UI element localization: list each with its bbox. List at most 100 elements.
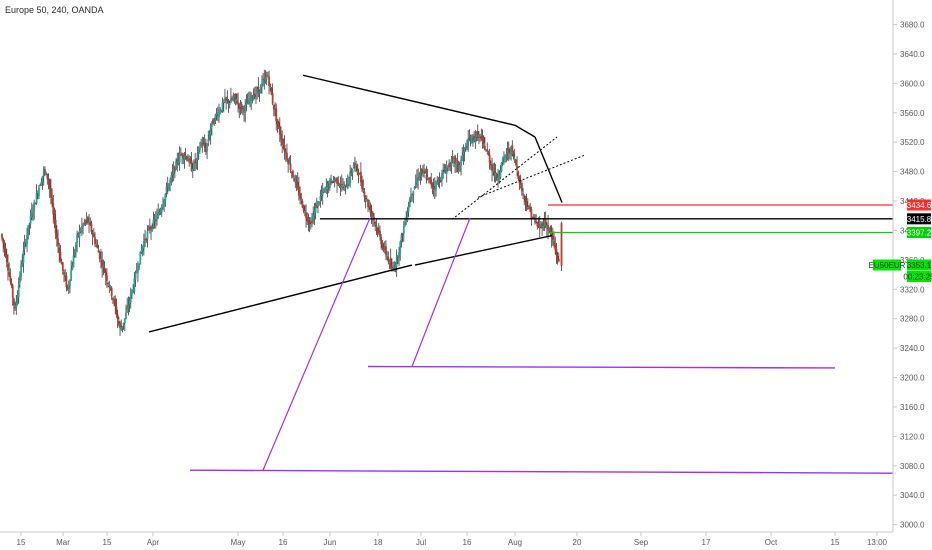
candle-body [148, 226, 151, 231]
candle-body [506, 149, 509, 153]
candle-body [336, 177, 338, 184]
candle-body [135, 271, 138, 273]
countdown-tag-bg [907, 271, 931, 283]
candle-body [394, 265, 397, 270]
candle-body [503, 156, 505, 159]
candle-body [213, 122, 216, 124]
candle-body [109, 286, 112, 288]
candle-body [147, 227, 150, 230]
candle-body [18, 275, 21, 283]
upper-trendline [302, 74, 516, 126]
candle-body [106, 275, 108, 281]
candle-body [405, 219, 408, 221]
candle-body [196, 152, 199, 161]
candle-body [464, 145, 467, 149]
candle-body [176, 159, 179, 163]
candle-body [482, 137, 485, 144]
x-tick-label: 17 [702, 538, 711, 547]
candle-body [313, 211, 316, 216]
candle-body [10, 283, 13, 286]
candle-body [170, 175, 173, 179]
candle-body [102, 265, 105, 267]
candle-body [123, 318, 126, 324]
candle-body [208, 134, 211, 139]
candle-body [104, 271, 107, 276]
candle-body [80, 225, 83, 229]
candle-body [274, 110, 276, 112]
candle-body [264, 77, 267, 82]
candle-body [401, 234, 404, 236]
candle-body [33, 201, 36, 212]
candle-body [240, 104, 243, 110]
candle-body [218, 110, 220, 118]
candle-body [263, 79, 266, 81]
candle-body [447, 165, 449, 168]
candle-body [315, 205, 318, 209]
candle-body [383, 246, 386, 248]
candle-body [195, 159, 198, 162]
candle-body [181, 153, 183, 156]
candle-body [498, 175, 501, 180]
candle-body [28, 223, 31, 225]
candle-body [375, 224, 378, 227]
candle-body [543, 219, 546, 227]
candle-body [381, 243, 384, 248]
candle-body [455, 162, 458, 165]
candle-body [122, 322, 125, 325]
dotted-trendline [477, 154, 585, 198]
candle-body [92, 233, 95, 237]
candle-body [410, 195, 412, 199]
level-tag-bg [907, 199, 931, 211]
candle-body [444, 172, 447, 174]
candle-body [358, 173, 361, 175]
candle-body [507, 148, 510, 153]
candle-body [334, 178, 337, 180]
candle-body [392, 267, 394, 270]
candle-body [522, 193, 524, 195]
candle-body [27, 225, 30, 236]
candle-body [282, 146, 285, 148]
candle-body [20, 264, 22, 277]
candle-body [494, 172, 497, 177]
candle-body [327, 183, 330, 188]
candle-body [305, 212, 307, 219]
candle-body [321, 190, 324, 195]
candle-body [258, 89, 261, 93]
level-price-tag: 3415.8 [907, 213, 932, 225]
candle-body [556, 255, 559, 261]
candle-body [287, 159, 290, 165]
candle-body [226, 99, 229, 101]
candle-body [532, 216, 535, 219]
candle-body [419, 171, 422, 176]
candle-body [408, 199, 411, 208]
candle-body [126, 307, 129, 311]
candle-body [338, 184, 341, 187]
y-tick-label: 3680.0 [900, 21, 925, 30]
candle-body [433, 186, 436, 190]
candle-body [241, 107, 244, 109]
candle-body [225, 97, 228, 101]
candle-body [355, 164, 358, 166]
trendlines-layer [148, 74, 894, 474]
upper-trendline-extension [514, 124, 536, 138]
candle-body [523, 195, 526, 197]
candle-body [379, 230, 381, 237]
candle-body [545, 225, 548, 229]
candle-body [94, 237, 96, 245]
candle-body [549, 226, 552, 234]
candle-body [209, 128, 212, 135]
candle-body [26, 234, 28, 245]
candle-body [175, 160, 177, 170]
candle-body [268, 76, 270, 87]
candle-body [163, 199, 166, 206]
candle-body [221, 102, 224, 111]
x-tick-label: Aug [508, 538, 522, 547]
candle-body [58, 247, 61, 253]
candle-body [348, 181, 350, 184]
candle-body [278, 126, 281, 135]
candle-body [141, 246, 144, 252]
candle-body [292, 170, 294, 177]
candle-body [416, 179, 418, 183]
